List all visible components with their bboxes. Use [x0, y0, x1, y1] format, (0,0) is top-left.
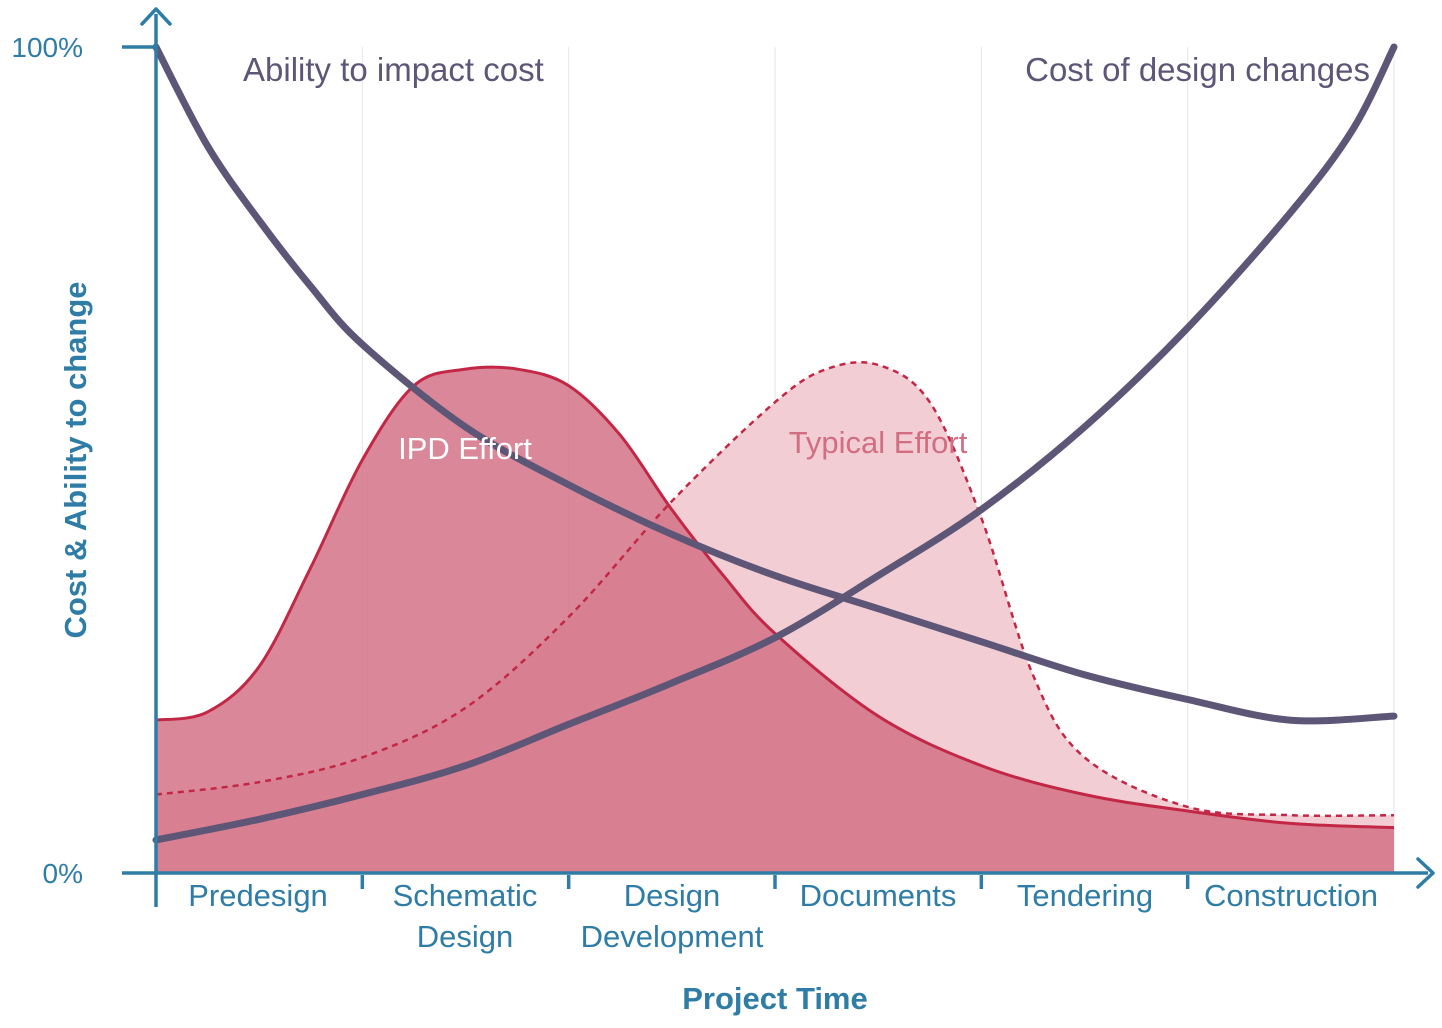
axes — [122, 7, 1435, 907]
effort-areas — [155, 360, 1395, 873]
typical-effort-outline — [155, 360, 1395, 818]
x-axis-title: Project Time — [682, 981, 868, 1016]
series-label-typical: Typical Effort — [789, 425, 968, 460]
phase-label-construction: Construction — [1204, 878, 1378, 913]
series-label-ipd: IPD Effort — [398, 431, 532, 466]
phase-label-documents: Documents — [800, 878, 957, 913]
trend-lines — [152, 43, 1398, 844]
series-label-cost: Cost of design changes — [1025, 51, 1370, 88]
series-label-ability: Ability to impact cost — [243, 51, 544, 88]
phase-label-schematic-2: Design — [417, 919, 514, 954]
phase-label-design: Design — [624, 878, 721, 913]
y-axis-title: Cost & Ability to change — [58, 281, 93, 638]
phase-label-tendering: Tendering — [1017, 878, 1153, 913]
y-tick-label-bottom: 0% — [43, 858, 83, 889]
cost-of-design-changes-line — [152, 43, 1398, 844]
phase-label-predesign: Predesign — [188, 878, 328, 913]
x-axis-arrow — [1416, 857, 1435, 889]
y-axis-arrow — [140, 7, 172, 26]
y-tick-label-top: 100% — [11, 32, 83, 63]
phase-label-design-2: Development — [581, 919, 764, 954]
ipd-effort-area — [156, 367, 1394, 873]
phase-label-schematic: Schematic — [393, 878, 538, 913]
ipd-effort-outline — [155, 365, 1395, 830]
ability-to-impact-cost-line — [152, 43, 1398, 725]
